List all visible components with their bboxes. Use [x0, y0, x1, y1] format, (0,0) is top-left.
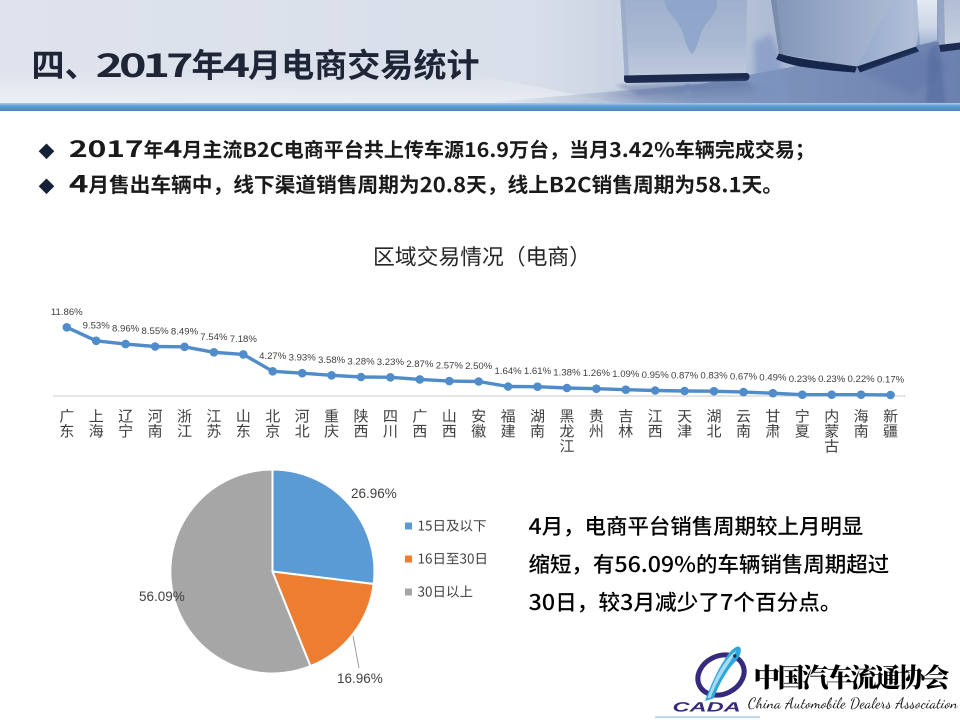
- svg-text:3.28%: 3.28%: [347, 357, 375, 368]
- svg-text:0.49%: 0.49%: [759, 373, 787, 384]
- svg-text:1.09%: 1.09%: [612, 369, 640, 380]
- svg-text:0.95%: 0.95%: [642, 370, 670, 381]
- svg-text:7.54%: 7.54%: [200, 332, 228, 343]
- svg-text:4.27%: 4.27%: [259, 351, 287, 362]
- svg-text:2.87%: 2.87%: [406, 359, 434, 370]
- svg-text:2.57%: 2.57%: [436, 361, 464, 372]
- svg-text:26.96%: 26.96%: [351, 486, 397, 501]
- svg-text:16.96%: 16.96%: [337, 671, 383, 686]
- svg-text:0.23%: 0.23%: [789, 374, 817, 385]
- svg-text:1.64%: 1.64%: [494, 366, 522, 377]
- svg-text:9.53%: 9.53%: [83, 320, 111, 331]
- svg-text:56.09%: 56.09%: [139, 589, 185, 604]
- svg-text:0.22%: 0.22%: [847, 374, 875, 385]
- svg-text:8.49%: 8.49%: [171, 326, 199, 337]
- svg-text:8.55%: 8.55%: [141, 326, 169, 337]
- svg-text:1.38%: 1.38%: [553, 368, 581, 379]
- svg-text:0.17%: 0.17%: [877, 375, 905, 386]
- svg-text:1.61%: 1.61%: [524, 366, 552, 377]
- svg-text:8.96%: 8.96%: [112, 324, 140, 335]
- svg-text:0.87%: 0.87%: [671, 371, 699, 382]
- svg-text:0.83%: 0.83%: [700, 371, 728, 382]
- svg-text:11.86%: 11.86%: [51, 307, 83, 318]
- svg-text:1.26%: 1.26%: [583, 368, 611, 379]
- svg-text:0.67%: 0.67%: [730, 372, 758, 383]
- svg-text:7.18%: 7.18%: [230, 334, 258, 345]
- svg-text:3.23%: 3.23%: [377, 357, 405, 368]
- svg-text:0.23%: 0.23%: [818, 374, 846, 385]
- svg-text:3.58%: 3.58%: [318, 355, 346, 366]
- svg-text:3.93%: 3.93%: [289, 353, 317, 364]
- svg-text:2.50%: 2.50%: [465, 361, 493, 372]
